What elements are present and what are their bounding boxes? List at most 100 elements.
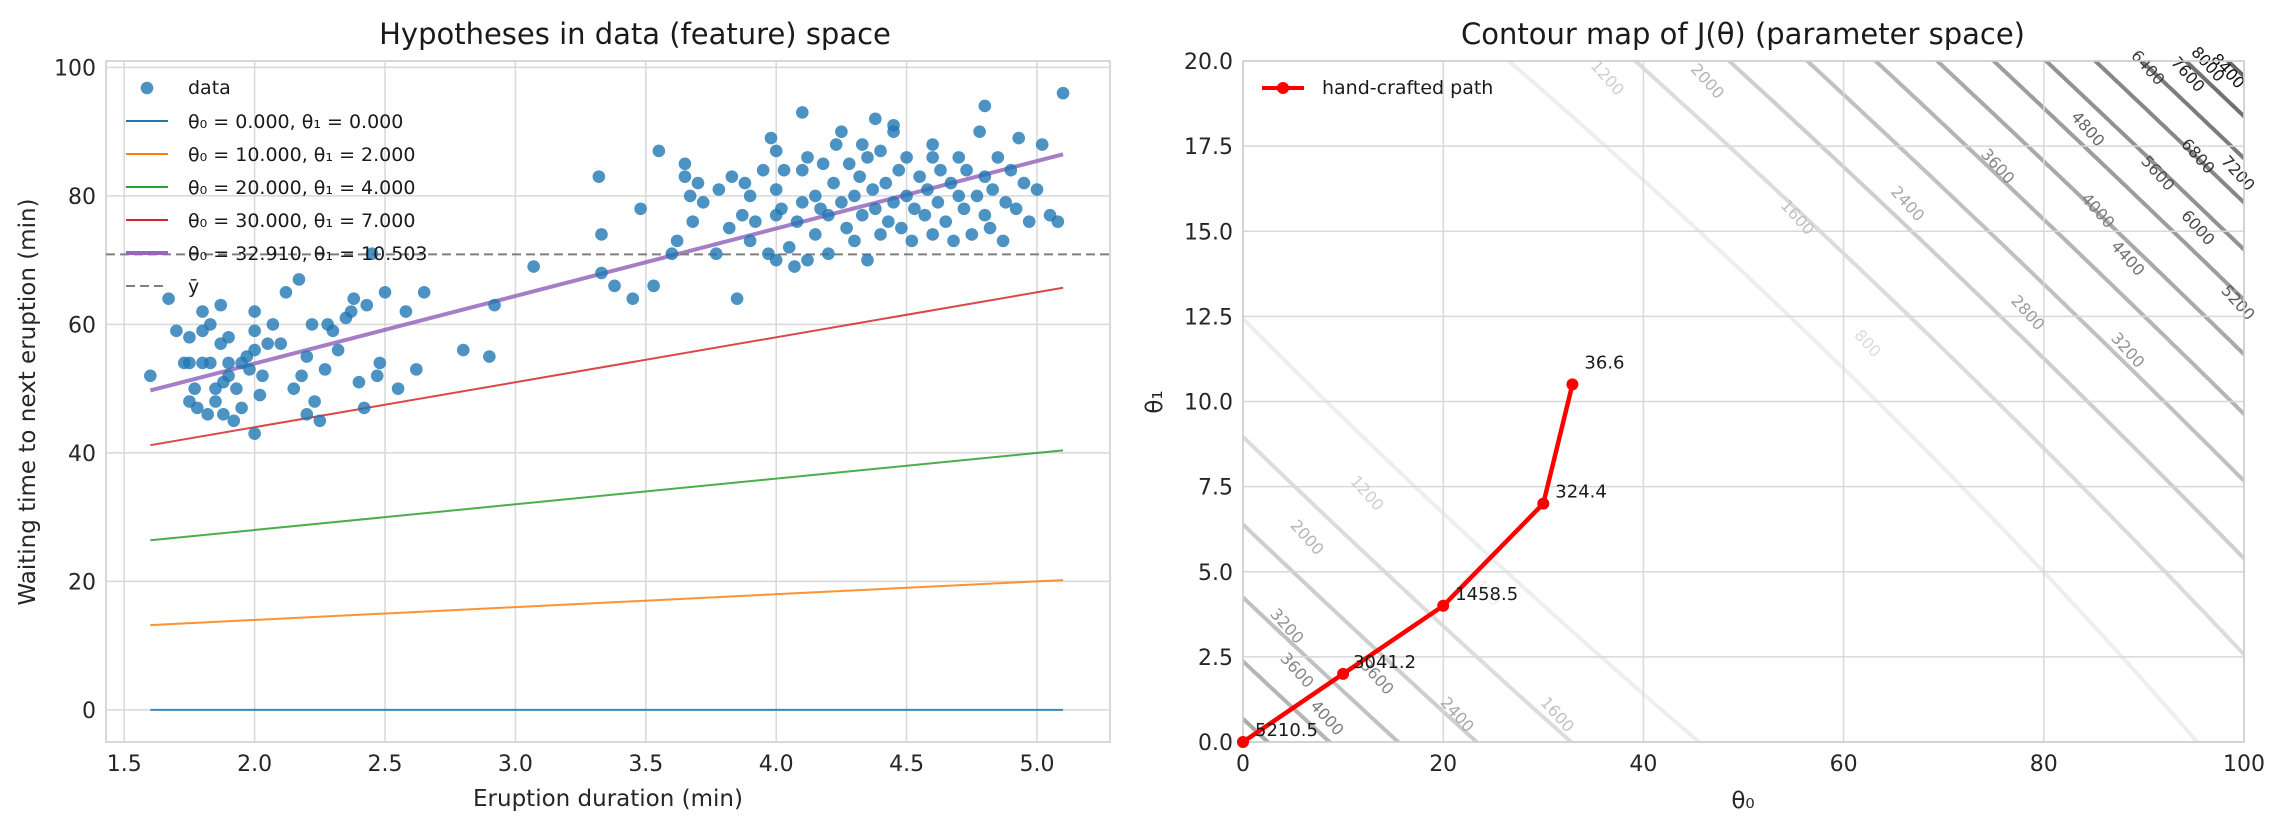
data-point [999, 196, 1012, 209]
data-point [905, 234, 919, 248]
legend-label: θ₀ = 32.910, θ₁ = 10.503 [188, 243, 428, 265]
data-point [261, 337, 274, 350]
contour-line [1243, 61, 2244, 742]
left-y-axis-label: Waiting time to next eruption (min) [15, 198, 41, 605]
data-point [913, 170, 926, 183]
data-point [204, 318, 217, 331]
right-y-tick-label: 20.0 [1184, 50, 1233, 75]
data-point [370, 369, 384, 383]
data-point [775, 202, 788, 216]
left-y-tick-label: 80 [68, 185, 96, 210]
data-point [373, 356, 387, 370]
right-x-tick-label: 80 [2030, 752, 2058, 777]
data-point [279, 285, 293, 299]
legend-label: θ₀ = 30.000, θ₁ = 7.000 [188, 210, 415, 232]
data-point [378, 285, 392, 299]
data-point [305, 318, 319, 331]
data-point [712, 183, 726, 196]
right-y-tick-label: 12.5 [1184, 305, 1233, 330]
data-point [391, 382, 405, 395]
data-point [926, 228, 939, 241]
left-y-tick-label: 60 [68, 313, 96, 338]
data-point [1012, 131, 1026, 145]
right-y-axis-label: θ₁ [1142, 390, 1168, 413]
data-point [855, 208, 869, 222]
data-point [274, 337, 288, 350]
data-point [295, 369, 308, 383]
data-point [183, 330, 196, 344]
contour-line [2044, 61, 2244, 252]
data-point [399, 305, 413, 318]
data-point [882, 215, 895, 228]
data-point [842, 157, 856, 171]
data-point [300, 350, 314, 363]
data-point [738, 176, 752, 190]
data-point [848, 189, 861, 203]
data-point [868, 112, 882, 126]
path-cost-annotation: 324.4 [1555, 482, 1607, 503]
right-y-tick-label: 17.5 [1184, 135, 1233, 160]
data-point [756, 163, 770, 177]
data-point [1051, 215, 1065, 228]
right-y-tick-label: 7.5 [1198, 476, 1233, 501]
data-point [634, 202, 647, 216]
contour-line [1991, 61, 2244, 302]
data-point [887, 118, 900, 132]
legend-label-path: hand-crafted path [1322, 77, 1493, 99]
data-point [222, 330, 235, 344]
data-point [313, 414, 327, 428]
data-point [162, 292, 175, 306]
data-point [840, 221, 853, 235]
contour-lines [1243, 61, 2244, 742]
data-point [853, 170, 866, 183]
data-point [201, 408, 215, 421]
hypothesis-line [150, 449, 1064, 542]
data-point [592, 170, 606, 183]
data-point [827, 176, 840, 190]
data-point [1009, 202, 1023, 216]
right-y-tick-label: 0.0 [1198, 731, 1233, 756]
data-point [647, 279, 660, 293]
data-point [595, 266, 608, 280]
left-legend: data θ₀ = 0.000, θ₁ = 0.000 θ₀ = 10.000, θ… [126, 77, 428, 298]
data-point [326, 324, 340, 338]
data-point [874, 144, 887, 158]
right-y-tick-label: 5.0 [1198, 561, 1233, 586]
data-point [1022, 215, 1036, 228]
data-point [266, 318, 280, 331]
data-point [256, 369, 269, 383]
data-point [926, 151, 939, 164]
data-point [722, 221, 736, 235]
data-point [417, 285, 431, 299]
data-point [895, 221, 908, 235]
left-x-tick-label: 4.0 [759, 752, 794, 777]
data-point [691, 176, 705, 190]
data-point [300, 408, 314, 421]
left-y-tick-label: 20 [68, 570, 96, 595]
data-point [1035, 138, 1049, 151]
right-panel: Contour map of J(θ) (parameter space) 12… [1142, 17, 2265, 814]
right-y-tick-label: 15.0 [1184, 220, 1233, 245]
data-point [790, 215, 804, 228]
data-point [190, 401, 204, 415]
data-point [344, 305, 358, 318]
hypothesis-line [150, 286, 1064, 447]
data-point [822, 247, 835, 261]
data-point [788, 260, 801, 273]
data-point [978, 208, 992, 222]
data-point [900, 151, 913, 164]
data-point [957, 202, 971, 216]
data-point [235, 401, 248, 415]
right-plot-frame [1242, 60, 2245, 743]
left-x-tick-label: 1.5 [107, 752, 142, 777]
data-point [952, 151, 966, 164]
right-legend: hand-crafted path [1262, 77, 1493, 99]
data-point [686, 215, 700, 228]
data-point [683, 189, 697, 203]
legend-label: θ₀ = 10.000, θ₁ = 2.000 [188, 144, 415, 166]
data-point [730, 292, 744, 306]
data-point [978, 170, 992, 183]
right-x-tick-label: 60 [1830, 752, 1858, 777]
left-panel: Hypotheses in data (feature) space 1.5 2.… [15, 17, 1111, 812]
